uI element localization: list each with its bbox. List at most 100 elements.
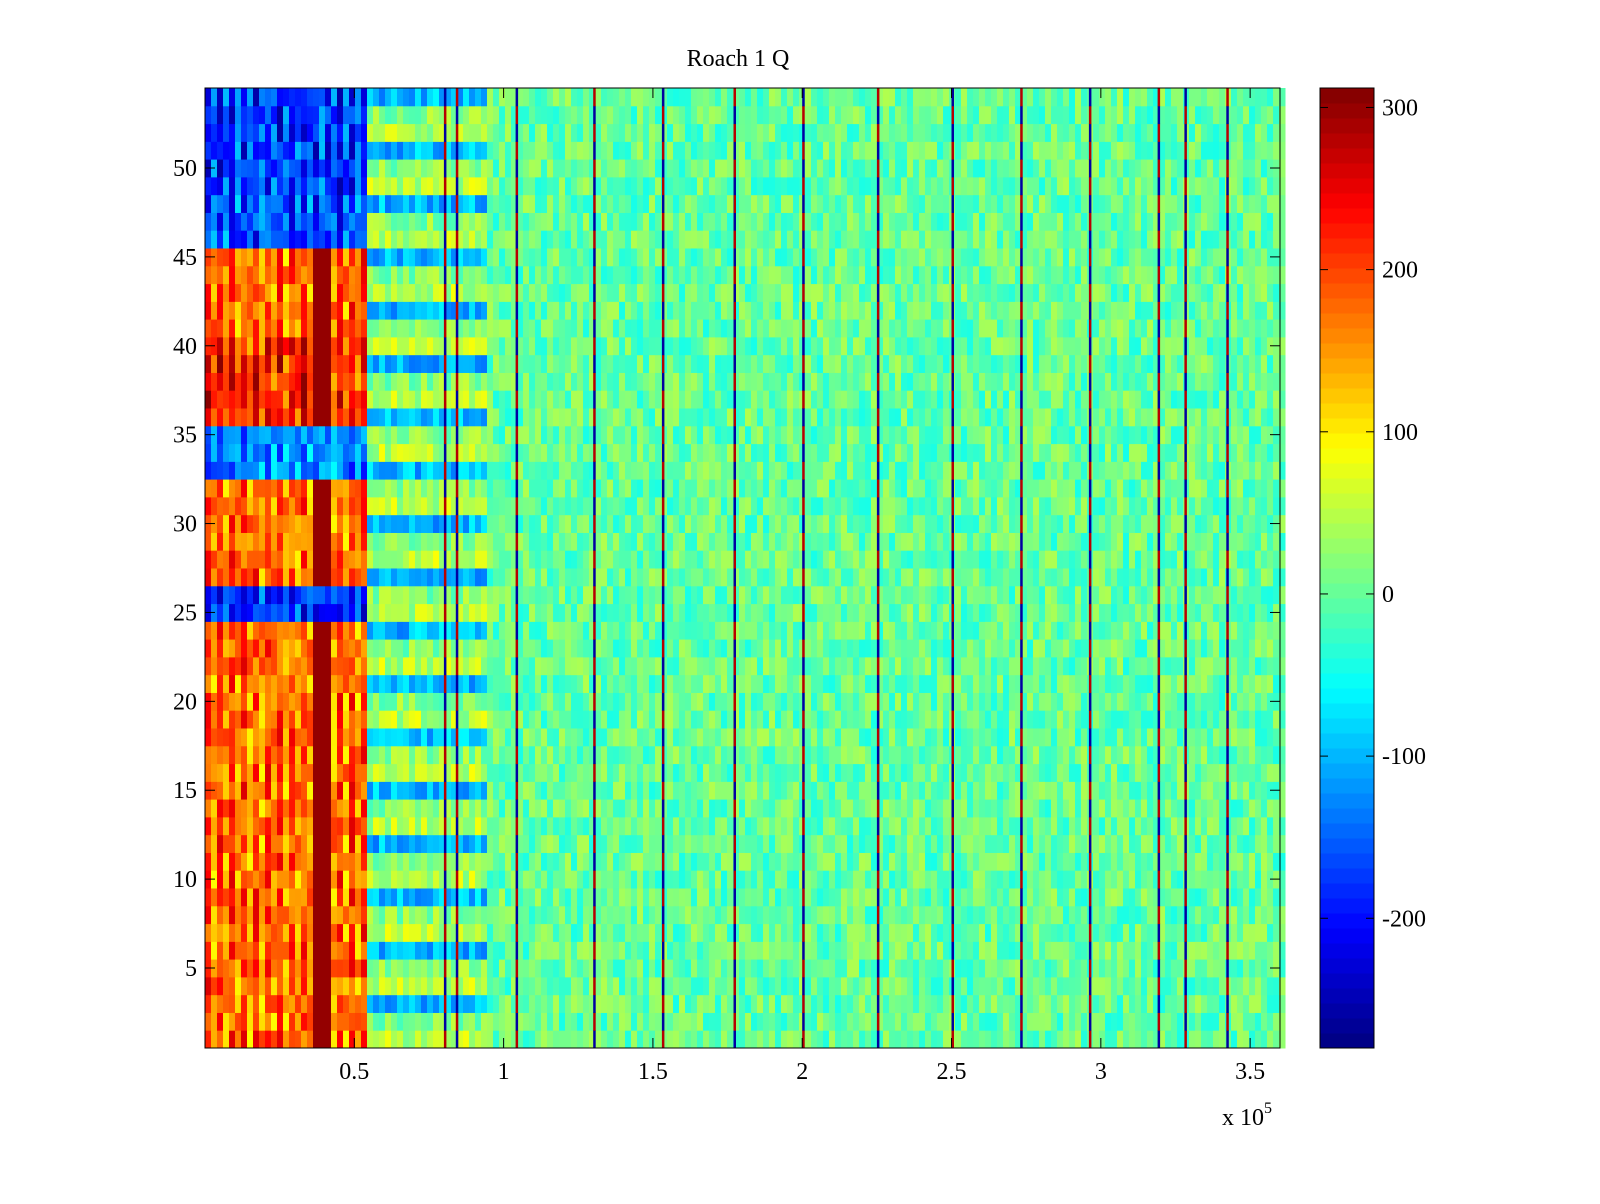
heatmap-cell (433, 532, 440, 551)
heatmap-cell (607, 301, 614, 320)
heatmap-cell (697, 976, 704, 996)
heatmap-cell (583, 585, 590, 605)
heatmap-cell (421, 265, 428, 285)
heatmap-cell (457, 763, 464, 782)
heatmap-cell (451, 781, 458, 800)
heatmap-cell (289, 639, 296, 658)
heatmap-cell (493, 656, 500, 676)
heatmap-cell (241, 159, 248, 178)
heatmap-cell (589, 905, 596, 925)
heatmap-cell (643, 496, 650, 516)
heatmap-cell (613, 443, 620, 462)
heatmap-cell (553, 390, 560, 409)
heatmap-cell (373, 159, 380, 178)
heatmap-cell (253, 870, 260, 889)
heatmap-cell (535, 959, 542, 978)
heatmap-cell (535, 496, 542, 516)
heatmap-cell (373, 212, 380, 231)
heatmap-cell (571, 959, 578, 978)
heatmap-cell (757, 674, 764, 693)
heatmap-cell (577, 603, 584, 622)
heatmap-cell (307, 728, 314, 747)
heatmap-cell (319, 834, 326, 853)
heatmap-cell (355, 88, 362, 107)
heatmap-cell (277, 390, 284, 409)
heatmap-cell (643, 745, 650, 765)
heatmap-cell (283, 336, 290, 356)
heatmap-cell (547, 301, 554, 320)
heatmap-cell (385, 425, 392, 445)
heatmap-cell (223, 816, 230, 836)
heatmap-cell (205, 194, 212, 213)
heatmap-cell (529, 372, 536, 391)
heatmap-cell (295, 639, 302, 658)
heatmap-cell (301, 728, 308, 747)
heatmap-cell (487, 319, 494, 338)
heatmap-cell (523, 816, 530, 836)
heatmap-cell (211, 674, 218, 693)
heatmap-cell (403, 603, 410, 622)
heatmap-cell (685, 959, 692, 978)
heatmap-cell (721, 532, 728, 551)
heatmap-cell (739, 639, 746, 658)
heatmap-cell (583, 621, 590, 640)
heatmap-cell (529, 781, 536, 800)
heatmap-cell (487, 923, 494, 942)
heatmap-cell (715, 745, 722, 765)
heatmap-cell (307, 639, 314, 658)
heatmap-cell (487, 550, 494, 569)
heatmap-cell (481, 728, 488, 747)
heatmap-cell (595, 230, 602, 249)
heatmap-cell (727, 283, 734, 302)
heatmap-cell (751, 479, 758, 498)
heatmap-cell (241, 870, 248, 889)
heatmap-cell (505, 354, 512, 373)
heatmap-cell (397, 354, 404, 373)
heatmap-cell (265, 532, 272, 551)
heatmap-cell (283, 425, 290, 445)
heatmap-cell (301, 265, 308, 285)
heatmap-cell (427, 354, 434, 373)
heatmap-cell (469, 248, 476, 267)
heatmap-cell (367, 461, 374, 480)
heatmap-cell (361, 265, 368, 285)
heatmap-cell (289, 763, 296, 782)
heatmap-cell (541, 728, 548, 747)
heatmap-cell (499, 461, 506, 480)
heatmap-cell (343, 88, 350, 107)
heatmap-cell (241, 194, 248, 213)
heatmap-cell (553, 781, 560, 800)
heatmap-cell (223, 728, 230, 747)
heatmap-cell (547, 799, 554, 818)
heatmap-cell (319, 265, 326, 285)
heatmap-cell (439, 816, 446, 836)
heatmap-cell (487, 336, 494, 356)
heatmap-cell (679, 674, 686, 693)
heatmap-cell (637, 390, 644, 409)
heatmap-cell (361, 745, 368, 765)
heatmap-cell (583, 105, 590, 125)
heatmap-cell (253, 941, 260, 960)
heatmap-cell (613, 265, 620, 285)
heatmap-cell (325, 123, 332, 142)
heatmap-cell (529, 994, 536, 1013)
heatmap-cell (709, 230, 716, 249)
heatmap-cell (703, 905, 710, 925)
heatmap-cell (691, 372, 698, 391)
heatmap-cell (595, 354, 602, 373)
heatmap-cell (325, 159, 332, 178)
heatmap-cell (697, 888, 704, 907)
heatmap-cell (331, 390, 338, 409)
heatmap-cell (655, 816, 662, 836)
heatmap-cell (733, 354, 740, 373)
heatmap-cell (475, 425, 482, 445)
heatmap-cell (745, 283, 752, 302)
heatmap-cell (463, 799, 470, 818)
heatmap-cell (397, 212, 404, 231)
heatmap-cell (487, 585, 494, 605)
heatmap-cell (409, 176, 416, 196)
heatmap-cell (409, 674, 416, 693)
heatmap-cell (211, 568, 218, 587)
heatmap-cell (355, 141, 362, 160)
heatmap-cell (745, 870, 752, 889)
